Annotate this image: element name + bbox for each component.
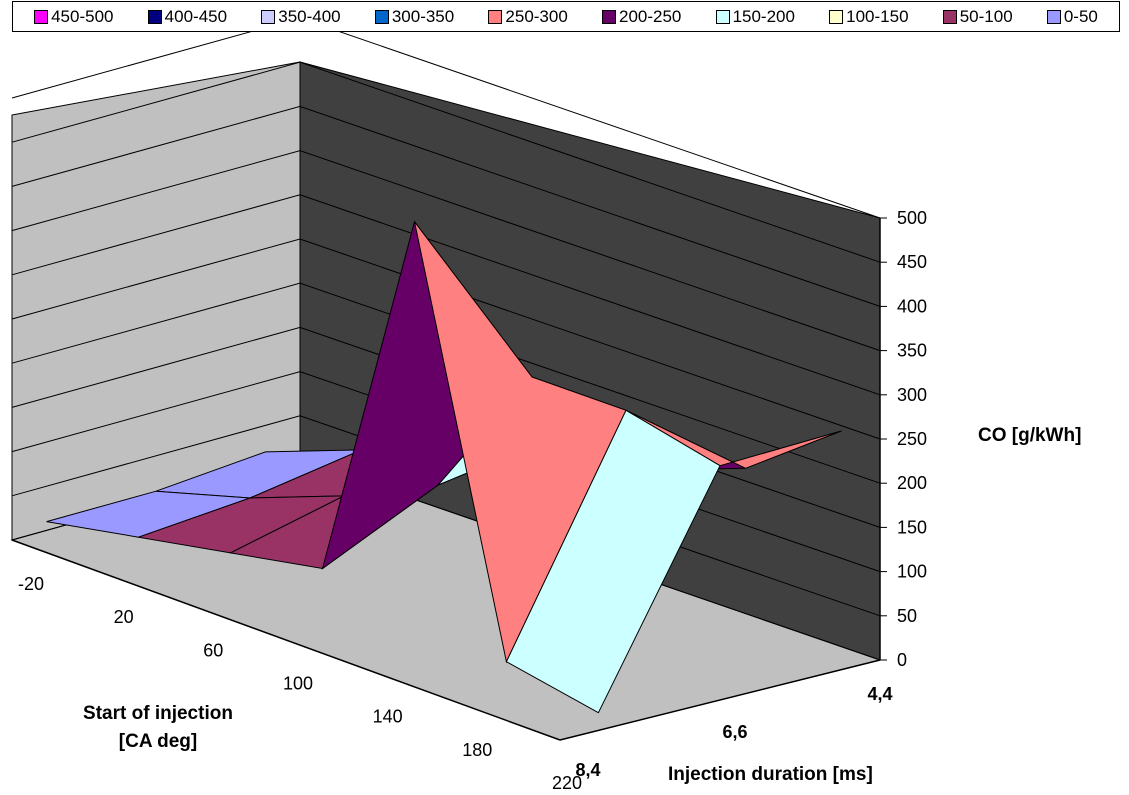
gridline	[11, 415, 881, 617]
z-axis-line	[559, 659, 881, 741]
legend-item: 350-400	[261, 6, 341, 27]
legend-swatch	[715, 9, 730, 24]
legend-swatch	[374, 9, 389, 24]
y-tick-label: 100	[897, 562, 927, 582]
legend-label: 300-350	[391, 6, 455, 26]
y-tick-label: 200	[897, 473, 927, 493]
y-tick-label: 450	[897, 252, 927, 272]
legend-label: 400-450	[164, 6, 228, 26]
gridline	[11, 150, 881, 352]
legend-label: 100-150	[846, 6, 909, 26]
z-axis-title: Injection duration [ms]	[668, 764, 873, 785]
legend-label: 50-100	[959, 6, 1013, 26]
x-tick-label: 140	[373, 707, 403, 727]
z-tick-label: 6,6	[722, 722, 747, 742]
x-axis-title-line1: Start of injection	[83, 703, 233, 724]
legend-swatch	[147, 9, 162, 24]
legend-label: 350-400	[278, 6, 341, 26]
x-tick-label: -20	[18, 574, 44, 594]
legend-swatch	[1046, 9, 1061, 24]
z-tick-label: 4,4	[867, 684, 892, 704]
gridline	[11, 61, 881, 263]
legend-swatch	[601, 9, 616, 24]
gridline	[11, 238, 881, 440]
legend-label: 150-200	[732, 6, 795, 26]
legend-item: 300-350	[374, 6, 455, 27]
x-tick-label: 220	[552, 773, 582, 793]
surface-patch	[505, 409, 721, 714]
y-tick-label: 0	[897, 650, 907, 670]
legend-swatch	[488, 9, 503, 24]
legend-swatch	[942, 9, 957, 24]
y-tick-label: 350	[897, 341, 927, 361]
y-tick-label: 500	[897, 208, 927, 228]
y-tick-label: 400	[897, 296, 927, 316]
y-tick-label: 250	[897, 429, 927, 449]
legend-item: 0-50	[1046, 6, 1098, 27]
legend-item: 400-450	[147, 6, 228, 27]
legend-item: 100-150	[829, 6, 909, 27]
chart-legend: 450-500 400-450 350-400 300-350 250-300 200-2…	[12, 1, 1120, 32]
y-tick-label: 150	[897, 517, 927, 537]
z-ticks: 4,4 6,6 8,4	[559, 659, 893, 780]
x-tick-label: 60	[203, 640, 223, 660]
y-tick-label: 50	[897, 606, 917, 626]
legend-swatch	[34, 9, 49, 24]
x-ticks: -20 20 60 100 140 180 220	[11, 539, 582, 793]
legend-item: 150-200	[715, 6, 795, 27]
legend-item: 250-300	[488, 6, 568, 27]
legend-label: 250-300	[505, 6, 568, 26]
y-ticks: 0 50 100 150 200 250 300 350 400 450 500	[880, 208, 927, 670]
x-tick-label: 180	[462, 740, 492, 760]
legend-label: 0-50	[1063, 6, 1098, 26]
legend-item: 450-500	[34, 7, 113, 27]
x-tick-label: 20	[114, 607, 134, 627]
y-tick-label: 300	[897, 385, 927, 405]
legend-swatch	[261, 9, 276, 24]
legend-item: 200-250	[601, 6, 682, 27]
legend-label: 200-250	[618, 6, 682, 26]
legend-item: 50-100	[942, 6, 1013, 27]
gridline	[11, 105, 881, 307]
legend-swatch	[829, 9, 844, 24]
gridline	[11, 194, 881, 396]
x-axis-title: Start of injection [CA deg]	[58, 700, 258, 756]
legend-label: 450-500	[51, 6, 114, 26]
x-axis-line	[11, 539, 561, 741]
z-tick-label: 8,4	[575, 760, 600, 780]
surface-layer	[46, 220, 842, 714]
x-tick-label: 100	[283, 674, 313, 694]
y-axis-title: CO [g/kWh]	[978, 425, 1082, 446]
gridline	[11, 282, 881, 484]
x-axis-title-line2: [CA deg]	[118, 731, 198, 752]
